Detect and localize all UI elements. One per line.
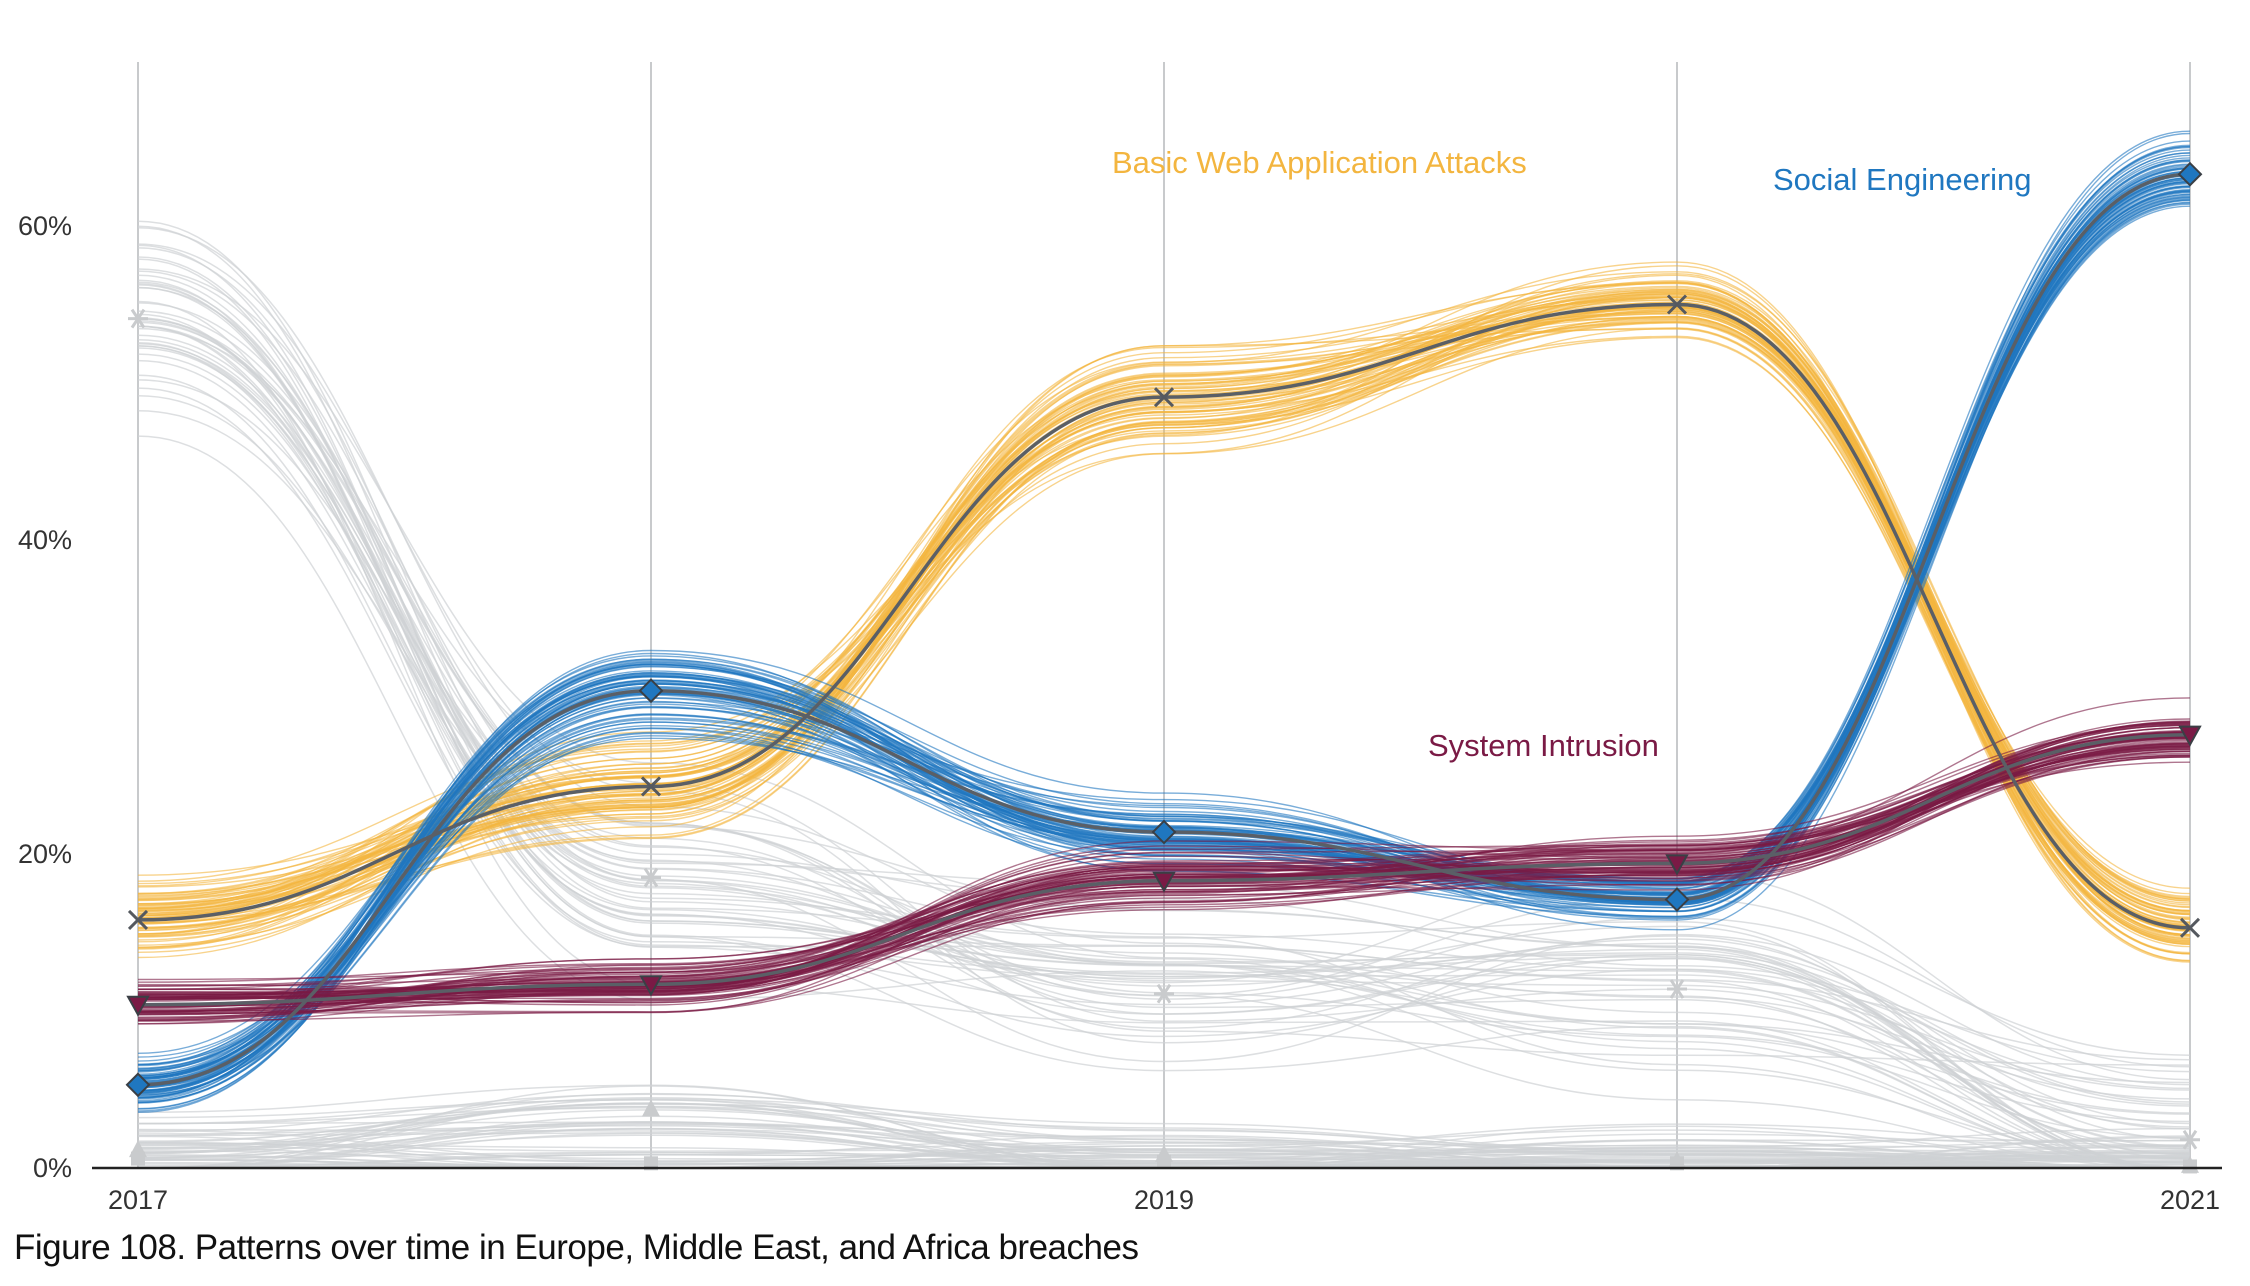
marker-basic-web [1666,294,1688,315]
other-bundle-line [137,387,2191,1061]
bundle-line-system-intrusion [137,745,2191,1022]
other-bundle-line [137,318,2191,1149]
bundle-line-basic-web [137,311,2191,932]
other-marker-square [1157,1154,1171,1169]
other-bundle-line [137,310,2191,1139]
axes: 0% 20% 40% 60% 2017 2019 2021 [18,211,2222,1215]
bundle-line-social-engineering [137,205,2191,1066]
x-tick-label: 2021 [2160,1185,2220,1215]
median-line-social-engineering [137,172,2191,1087]
other-marker-asterisk [1667,979,1687,999]
marker-system-intrusion [126,995,150,1017]
other-bundle-line [137,395,2191,1068]
y-tick-label: 60% [18,211,72,241]
series-label-social-engineering: Social Engineering [1773,162,2032,197]
other-bundle-line [137,1098,2191,1169]
other-bundle-line [137,327,2191,1128]
other-bundle-line [137,286,2191,1160]
series-label-basic-web: Basic Web Application Attacks [1112,145,1527,180]
marker-system-intrusion [639,975,663,997]
other-bundle-line [137,279,2191,1169]
bundle-line-basic-web [137,288,2191,912]
bundle-line-system-intrusion [137,742,2191,1015]
bundle-line-social-engineering [137,195,2191,1094]
bundle-line-system-intrusion [137,697,2191,1014]
marker-social-engineering [1664,887,1690,912]
other-marker-asterisk [641,867,661,888]
other-bundle-line [137,244,2191,1169]
other-marker-triangle-up [642,1099,660,1117]
other-bundle-line [137,247,2191,1140]
marker-basic-web [2179,917,2201,938]
marker-basic-web [1153,387,1175,408]
marker-basic-web [640,776,662,797]
other-bundle-line [137,317,2191,1086]
other-bundle-line [137,1141,2191,1169]
other-bundle-line [137,300,2191,1168]
other-marker-asterisk [1154,983,1174,1004]
marker-system-intrusion [1152,871,1176,893]
series-bundles [137,130,2191,1113]
other-bundle-line [137,281,2191,1115]
marker-system-intrusion [2178,725,2202,747]
bundle-line-basic-web [137,291,2191,938]
marker-basic-web [127,909,149,931]
other-marker-square [2183,1159,2197,1174]
y-tick-label: 20% [18,839,72,869]
figure-caption: Figure 108. Patterns over time in Europe… [14,1228,1139,1267]
marker-social-engineering [1151,819,1177,845]
x-tick-label: 2017 [108,1185,168,1215]
other-bundle-line [137,345,2191,1169]
y-tick-label: 0% [33,1153,72,1183]
bundle-line-basic-web [137,327,2191,942]
other-bundle-line [137,268,2191,1100]
marker-social-engineering [638,678,664,704]
other-bundle-line [137,374,2191,1084]
other-marker-asterisk [128,308,148,329]
x-tick-label: 2019 [1134,1185,1194,1215]
other-bundle-line [137,317,2191,1169]
series-labels: Basic Web Application Attacks Social Eng… [1112,145,2032,763]
marker-system-intrusion [1665,854,1689,876]
bundle-line-basic-web [137,310,2191,949]
marker-social-engineering [125,1072,151,1098]
other-bundle-line [137,339,2191,1168]
other-marker-asterisk [2180,1129,2200,1150]
bundle-line-basic-web [137,281,2191,937]
other-marker-square [131,1151,145,1166]
series-label-system-intrusion: System Intrusion [1428,728,1659,763]
bundle-line-social-engineering [137,167,2191,1073]
other-bundle-line [137,1121,2191,1169]
other-bundle-line [137,325,2191,1169]
marker-social-engineering [2177,161,2203,187]
bundle-line-system-intrusion [137,721,2191,1005]
other-bundle-line [137,325,2191,1125]
y-tick-label: 40% [18,525,72,555]
